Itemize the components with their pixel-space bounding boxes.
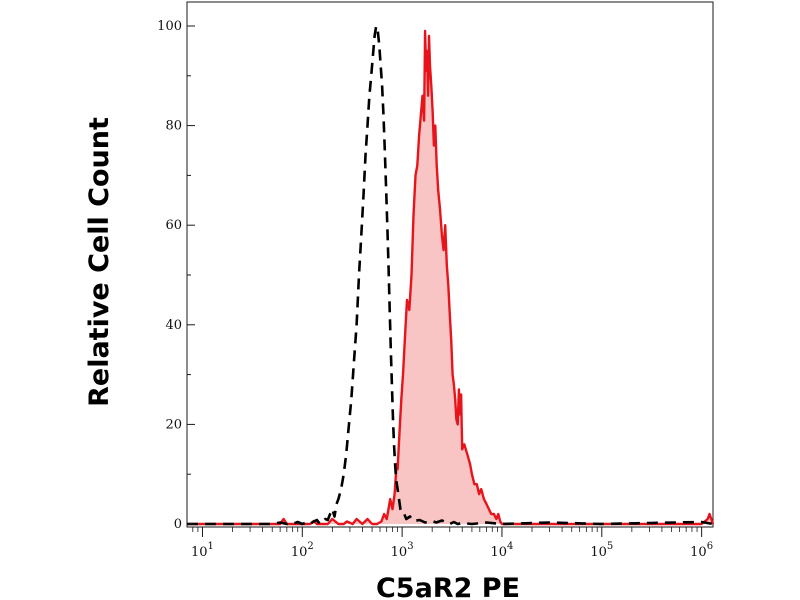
x-tick-label: 103 [391,541,414,560]
y-tick-label: 20 [165,417,182,432]
y-axis-title: Relative Cell Count [84,117,115,407]
x-tick-label: 106 [690,541,713,560]
x-tick-label: 102 [291,541,314,560]
x-axis-title: C5aR2 PE [376,573,520,600]
y-tick-label: 0 [174,517,182,532]
y-tick-label: 60 [165,218,182,233]
control-histogram-dashed-line [187,24,714,526]
series-layer [187,24,715,526]
stained-histogram-fill [187,31,713,524]
y-tick-label: 100 [157,19,182,34]
y-tick-label: 40 [165,318,182,333]
x-axis-ticks: 101 102 103 104 105 106 [191,527,713,560]
y-tick-label: 80 [165,119,182,134]
y-axis-ticks: 0 20 40 60 80 100 [157,19,195,532]
x-tick-label: 104 [490,541,513,560]
x-tick-label: 105 [590,541,613,560]
x-tick-label: 101 [191,541,214,560]
stained-histogram-line [187,29,715,526]
